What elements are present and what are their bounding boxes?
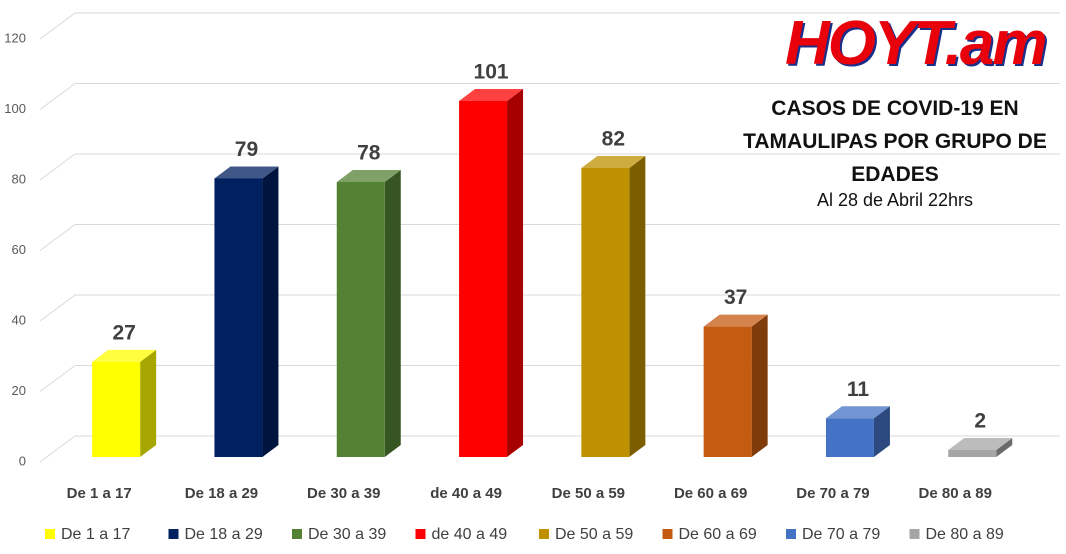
bar: [948, 437, 1013, 457]
value-label: 101: [474, 61, 509, 84]
legend-label: De 80 a 89: [926, 526, 1004, 543]
grid-line: [39, 12, 1060, 40]
grid-line: [39, 153, 1060, 181]
x-tick-label: De 30 a 39: [307, 485, 380, 502]
value-label: 82: [602, 127, 625, 150]
y-tick-label: 100: [4, 101, 26, 116]
value-label: 79: [235, 138, 258, 161]
grid-line: [39, 294, 1060, 322]
legend-swatch: [539, 529, 549, 539]
legend-swatch: [168, 529, 179, 539]
value-label: 2: [974, 409, 986, 432]
x-tick-label: De 1 a 17: [67, 485, 132, 502]
logo: HOYT.am: [785, 9, 1047, 78]
value-label: 37: [724, 286, 747, 309]
grid-line: [39, 365, 1060, 392]
legend-swatch: [45, 529, 55, 539]
legend-label: De 50 a 59: [555, 526, 633, 543]
bar: [825, 406, 890, 457]
legend-swatch: [662, 529, 673, 539]
legend-swatch: [415, 529, 426, 539]
chart-title: CASOS DE COVID-19 EN TAMAULIPAS POR GRUP…: [743, 97, 1047, 186]
bar: [92, 349, 157, 457]
x-tick-label: De 18 a 29: [185, 485, 258, 502]
grid-line: [39, 435, 1060, 463]
legend-swatch: [786, 529, 796, 539]
legend-label: De 70 a 79: [802, 526, 880, 543]
x-tick-label: De 60 a 69: [674, 485, 747, 502]
legend-label: de 40 a 49: [432, 526, 508, 543]
y-tick-label: 40: [12, 312, 26, 327]
y-tick-label: 60: [12, 242, 26, 257]
y-tick-label: 20: [12, 383, 26, 398]
y-tick-label: 0: [19, 453, 26, 468]
x-tick-label: de 40 a 49: [430, 485, 502, 502]
y-tick-label: 120: [4, 30, 26, 45]
legend-swatch: [909, 529, 920, 539]
x-tick-label: De 50 a 59: [552, 485, 625, 502]
x-tick-label: De 70 a 79: [796, 485, 869, 502]
x-tick-label: De 80 a 89: [919, 485, 992, 502]
bar: [581, 155, 646, 457]
bar: [459, 88, 524, 457]
legend-label: De 60 a 69: [679, 526, 757, 543]
bar: [214, 166, 279, 457]
legend-swatch: [292, 529, 302, 539]
legend-label: De 30 a 39: [308, 526, 386, 543]
value-label: 78: [357, 142, 381, 165]
grid-line: [39, 224, 1060, 251]
value-label: 27: [112, 321, 135, 344]
legend-label: De 1 a 17: [61, 526, 130, 543]
chart-subtitle: Al 28 de Abril 22hrs: [816, 190, 974, 210]
grid-line: [39, 83, 1060, 110]
legend-label: De 18 a 29: [185, 526, 263, 543]
y-tick-label: 80: [12, 171, 26, 186]
bar: [336, 170, 401, 458]
bar: [703, 314, 768, 457]
value-label: 11: [847, 378, 870, 401]
